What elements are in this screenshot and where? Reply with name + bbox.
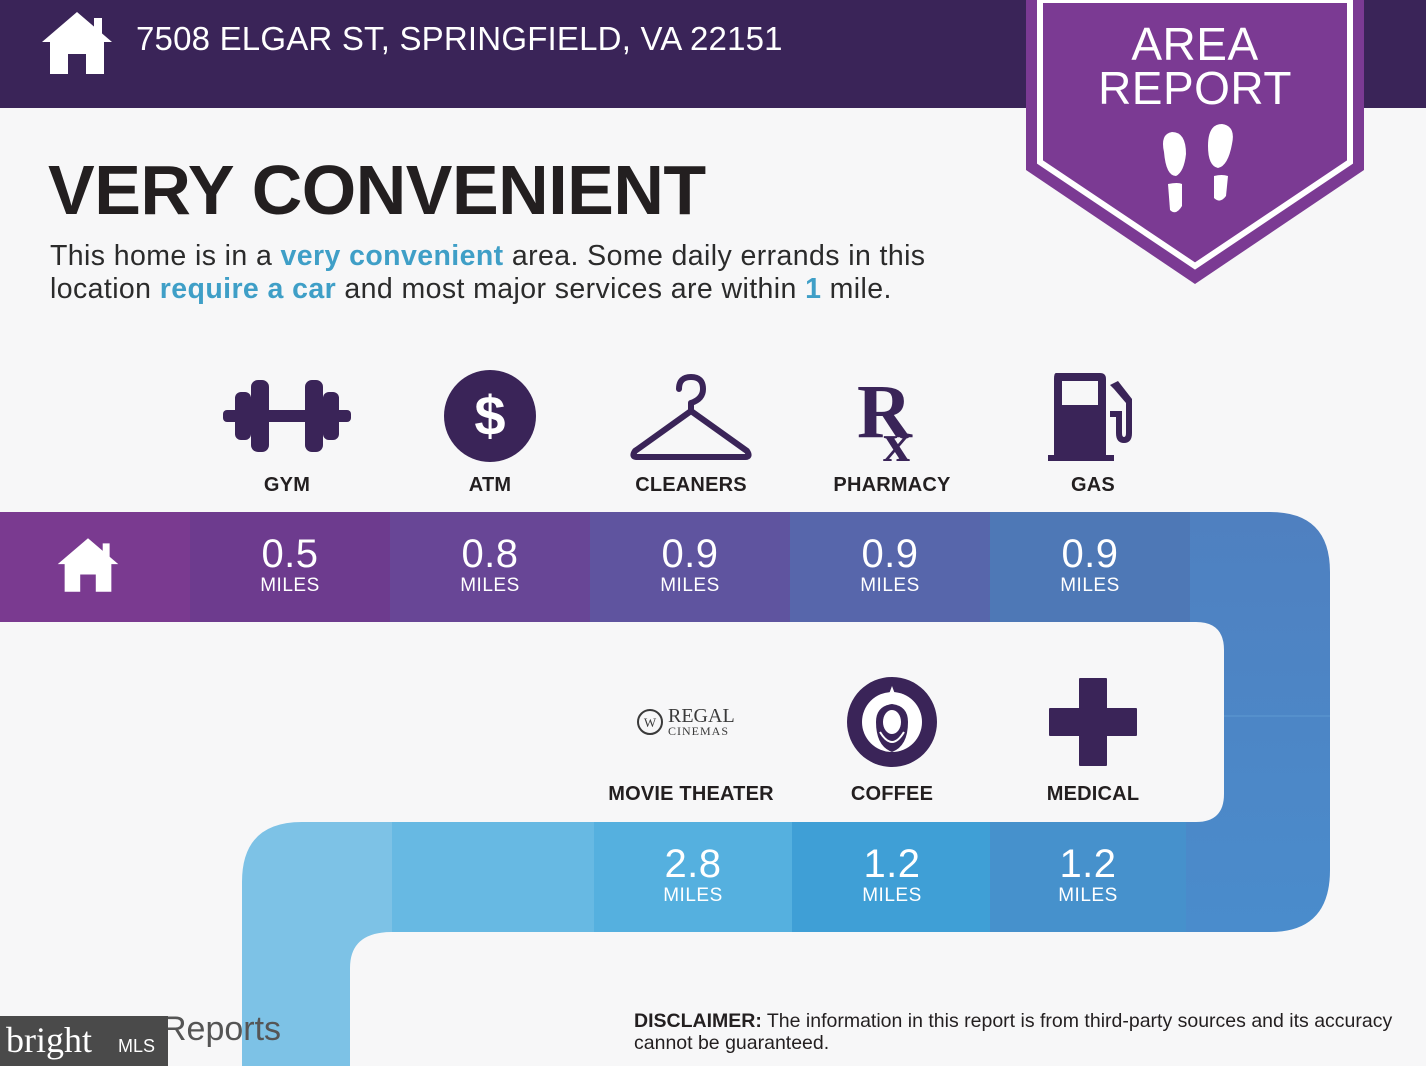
medical-distance-cell: 1.2 MILES bbox=[990, 822, 1186, 932]
coffee-distance-unit: MILES bbox=[862, 885, 922, 906]
atm-distance: 0.8 bbox=[461, 532, 519, 576]
movie-theater-distance-unit: MILES bbox=[663, 885, 723, 906]
gym-label: GYM bbox=[263, 474, 311, 496]
movie-theater-distance: 2.8 bbox=[664, 842, 722, 886]
rx-icon: R x bbox=[792, 366, 992, 466]
movie-theater-label: MOVIE THEATER bbox=[608, 783, 774, 805]
atm-label: ATM bbox=[468, 474, 512, 496]
cleaners-label: CLEANERS bbox=[635, 474, 747, 496]
coffee-distance: 1.2 bbox=[863, 842, 921, 886]
badge-title-line1: AREA bbox=[1131, 18, 1259, 70]
gas-distance: 0.9 bbox=[1061, 532, 1119, 576]
desc-highlight-3: 1 bbox=[805, 273, 822, 305]
dumbbell-icon bbox=[187, 366, 387, 466]
medical-distance-unit: MILES bbox=[1058, 885, 1118, 906]
desc-text-3: and most major services are within bbox=[336, 273, 806, 305]
atm-distance-unit: MILES bbox=[460, 575, 520, 596]
area-report-badge bbox=[1026, 0, 1364, 284]
disclaimer: DISCLAIMER: The information in this repo… bbox=[634, 1010, 1394, 1054]
watermark-suffix: MLS bbox=[118, 1036, 156, 1056]
dollar-icon: $ bbox=[390, 366, 590, 466]
gym-distance-cell: 0.5 MILES bbox=[190, 512, 390, 622]
pharmacy-label: PHARMACY bbox=[833, 474, 951, 496]
desc-text-4: mile. bbox=[821, 273, 892, 305]
svg-text:R: R bbox=[857, 371, 913, 454]
property-address: 7508 ELGAR ST, SPRINGFIELD, VA 22151 bbox=[136, 20, 783, 57]
medical-cross-icon bbox=[993, 672, 1193, 772]
disclaimer-text: The information in this report is from t… bbox=[634, 1010, 1393, 1054]
gym-distance: 0.5 bbox=[261, 532, 319, 576]
cleaners-distance-cell: 0.9 MILES bbox=[590, 512, 790, 622]
desc-highlight-1: very convenient bbox=[280, 240, 504, 272]
brightmls-watermark: bright MLS bbox=[0, 1016, 168, 1066]
svg-text:x: x bbox=[883, 413, 910, 461]
regal-cinemas-logo: W REGAL CINEMAS bbox=[591, 672, 791, 772]
convenience-description: This home is in a very convenient area. … bbox=[50, 240, 1030, 306]
gas-label: GAS bbox=[1071, 474, 1115, 496]
convenience-headline: VERY CONVENIENT bbox=[48, 151, 706, 229]
desc-highlight-2: require a car bbox=[159, 273, 337, 305]
gas-pump-icon bbox=[993, 366, 1193, 466]
medical-distance: 1.2 bbox=[1059, 842, 1117, 886]
home-start-icon bbox=[57, 538, 119, 592]
hanger-icon bbox=[591, 366, 791, 466]
gym-distance-unit: MILES bbox=[260, 575, 320, 596]
svg-text:W: W bbox=[644, 715, 657, 730]
disclaimer-label: DISCLAIMER: bbox=[634, 1010, 762, 1032]
svg-text:$: $ bbox=[474, 384, 505, 447]
desc-text-1: This home is in a bbox=[50, 240, 281, 272]
atm-distance-cell: 0.8 MILES bbox=[390, 512, 590, 622]
coffee-distance-cell: 1.2 MILES bbox=[792, 822, 992, 932]
cinemas-logo-text: CINEMAS bbox=[668, 724, 729, 738]
home-icon bbox=[42, 12, 112, 74]
regal-logo-text: REGAL bbox=[668, 705, 735, 727]
pharmacy-distance-cell: 0.9 MILES bbox=[790, 512, 990, 622]
gas-distance-cell: 0.9 MILES bbox=[990, 512, 1190, 622]
badge-title-line2: REPORT bbox=[1098, 62, 1292, 114]
movie-theater-distance-cell: 2.8 MILES bbox=[594, 822, 792, 932]
gas-distance-unit: MILES bbox=[1060, 575, 1120, 596]
coffee-label: COFFEE bbox=[850, 783, 934, 805]
badge-title: AREA REPORT bbox=[1026, 18, 1364, 114]
reports-brand-text: Reports bbox=[162, 1010, 282, 1048]
pharmacy-distance-unit: MILES bbox=[860, 575, 920, 596]
pharmacy-distance: 0.9 bbox=[861, 532, 919, 576]
medical-label: MEDICAL bbox=[1046, 783, 1140, 805]
desc-text-2: area. Some daily errands in this locatio… bbox=[50, 240, 926, 305]
watermark-brand: bright bbox=[6, 1020, 92, 1060]
cleaners-distance-unit: MILES bbox=[660, 575, 720, 596]
starbucks-logo bbox=[792, 672, 992, 772]
footprints-icon bbox=[1163, 124, 1233, 213]
cleaners-distance: 0.9 bbox=[661, 532, 719, 576]
